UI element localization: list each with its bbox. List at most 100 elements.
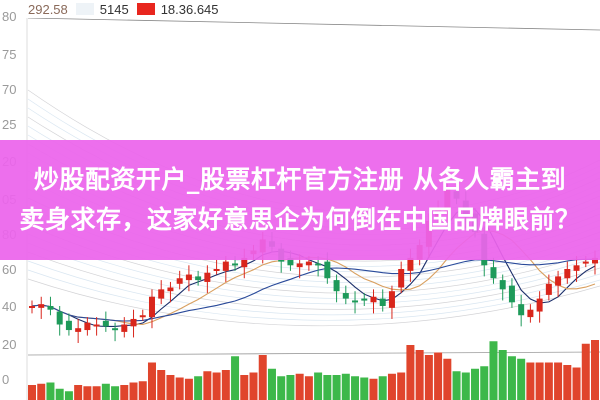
volume-bar [175, 377, 184, 400]
candle-body [139, 315, 146, 318]
volume-bar [240, 375, 249, 400]
candle-body [508, 285, 515, 303]
candle-body [47, 306, 54, 310]
volume-bar [46, 382, 55, 400]
volume-bar [443, 358, 452, 400]
volume-bar [267, 368, 276, 400]
candle-body [592, 257, 598, 264]
volume-bar [147, 362, 156, 400]
volume-bar [277, 376, 286, 400]
candle-body [564, 269, 571, 279]
candle-body [222, 261, 229, 271]
volume-separator [27, 351, 600, 356]
candle-body [407, 257, 414, 271]
top-axis-line [27, 17, 600, 31]
candle-body [130, 318, 137, 327]
volume-bar [507, 356, 516, 400]
volume-bar [526, 362, 535, 400]
volume-bar [120, 385, 129, 400]
volume-bar [323, 375, 332, 400]
background-curve [27, 260, 600, 316]
candle-body [315, 263, 322, 266]
volume-bar [74, 385, 83, 400]
volume-bar [434, 352, 443, 400]
volume-bar [572, 367, 581, 400]
legend-value-2: 5145 [99, 1, 129, 17]
volume-bar [37, 383, 46, 400]
candle-body [84, 322, 91, 331]
background-curve [27, 242, 600, 305]
y-tick-label: 70 [2, 82, 17, 97]
candle-body [545, 283, 552, 295]
volume-bar [489, 341, 498, 400]
background-curve [27, 269, 600, 321]
candle-body [305, 261, 312, 266]
candle-body [379, 298, 386, 306]
volume-bar [544, 362, 553, 400]
volume-bar [461, 372, 470, 400]
volume-bar [471, 368, 480, 400]
volume-bar [360, 377, 369, 400]
volume-bar [231, 356, 240, 400]
candle-body [361, 298, 368, 301]
volume-bar [304, 376, 313, 400]
candle-body [241, 257, 248, 268]
volume-bar [28, 385, 36, 400]
volume-bar [157, 370, 166, 400]
volume-bar [378, 376, 387, 400]
background-curve [27, 233, 600, 299]
volume-bar [203, 371, 212, 400]
candle-body [65, 320, 72, 331]
volume-bar [332, 375, 341, 400]
candle-body [148, 296, 155, 318]
candle-body [232, 263, 239, 266]
volume-bar [314, 372, 323, 400]
volume-bar [83, 386, 92, 400]
volume-bar [498, 350, 507, 400]
candle-body [158, 289, 165, 299]
volume-bar [194, 376, 203, 400]
volume-bar [166, 375, 175, 400]
candle-body [38, 304, 45, 308]
volume-bar [258, 355, 267, 400]
volume-bar [221, 370, 230, 400]
volume-bar [535, 362, 544, 400]
headline-line-1: 炒股配资开户_股票杠杆官方注册 从各人霸主到 [33, 165, 567, 194]
candle-body [573, 265, 580, 271]
candle-body [499, 280, 506, 290]
volume-bar [212, 372, 221, 400]
volume-bar [101, 383, 110, 400]
volume-bar [415, 350, 424, 400]
candle-body [370, 296, 377, 303]
candle-body [204, 272, 211, 282]
volume-bar [295, 373, 304, 400]
y-tick-label: 20 [2, 337, 17, 352]
candle-body [352, 300, 359, 303]
volume-bar [64, 391, 73, 400]
volume-bar [92, 386, 101, 400]
candle-body [527, 309, 534, 318]
candle-body [75, 328, 82, 332]
volume-bar [351, 376, 360, 400]
candle-body [518, 304, 525, 316]
volume-bar [517, 358, 526, 400]
volume-bar [480, 366, 489, 400]
volume-bar [111, 386, 120, 400]
candle-body [185, 274, 192, 281]
legend-swatch-red [136, 3, 155, 15]
volume-bar [424, 355, 433, 400]
volume-bar [55, 388, 64, 400]
candle-body [398, 269, 405, 288]
y-tick-label: 75 [2, 47, 17, 62]
volume-bar [563, 365, 572, 400]
candle-body [213, 269, 220, 271]
legend-value-1: 292.58 [28, 1, 68, 17]
candle-body [102, 320, 109, 327]
candle-body [536, 298, 543, 312]
candle-body [342, 293, 349, 299]
volume-bar [369, 378, 378, 400]
candle-body [296, 263, 303, 268]
legend-value-3: 18.36.645 [160, 1, 219, 17]
y-tick-label: 40 [2, 299, 17, 314]
y-tick-label: 60 [2, 262, 17, 277]
